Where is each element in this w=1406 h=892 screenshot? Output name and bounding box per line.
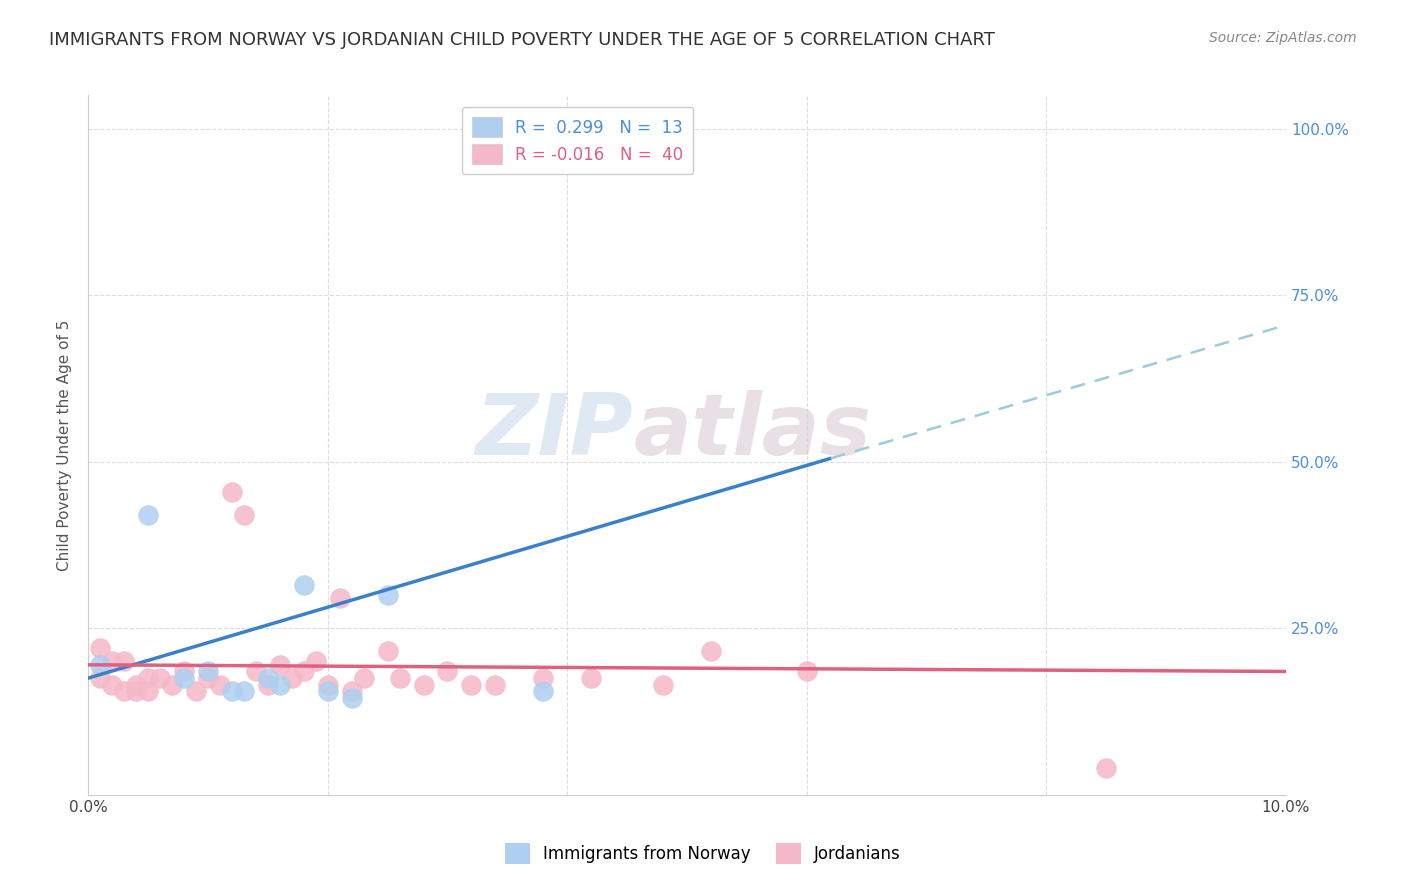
Legend: R =  0.299   N =  13, R = -0.016   N =  40: R = 0.299 N = 13, R = -0.016 N = 40: [461, 107, 693, 175]
Point: [377, 644, 399, 658]
Point: [796, 665, 818, 679]
Point: [245, 665, 267, 679]
Text: atlas: atlas: [633, 390, 872, 473]
Point: [136, 684, 159, 698]
Point: [292, 578, 315, 592]
Point: [652, 678, 675, 692]
Point: [484, 678, 506, 692]
Point: [89, 657, 111, 672]
Point: [89, 671, 111, 685]
Point: [221, 684, 243, 698]
Point: [208, 678, 231, 692]
Point: [353, 671, 375, 685]
Point: [173, 671, 195, 685]
Point: [388, 671, 411, 685]
Legend: Immigrants from Norway, Jordanians: Immigrants from Norway, Jordanians: [498, 837, 908, 871]
Point: [112, 655, 135, 669]
Point: [316, 678, 339, 692]
Point: [184, 684, 207, 698]
Point: [89, 641, 111, 656]
Point: [136, 671, 159, 685]
Point: [197, 665, 219, 679]
Point: [305, 655, 328, 669]
Point: [125, 678, 148, 692]
Point: [1095, 761, 1118, 775]
Point: [256, 671, 278, 685]
Point: [329, 591, 352, 606]
Point: [340, 684, 363, 698]
Point: [581, 671, 603, 685]
Point: [112, 684, 135, 698]
Point: [160, 678, 183, 692]
Point: [531, 671, 554, 685]
Text: IMMIGRANTS FROM NORWAY VS JORDANIAN CHILD POVERTY UNDER THE AGE OF 5 CORRELATION: IMMIGRANTS FROM NORWAY VS JORDANIAN CHIL…: [49, 31, 995, 49]
Point: [173, 665, 195, 679]
Point: [197, 671, 219, 685]
Point: [232, 684, 254, 698]
Point: [377, 588, 399, 602]
Point: [316, 684, 339, 698]
Point: [256, 678, 278, 692]
Point: [436, 665, 458, 679]
Point: [700, 644, 723, 658]
Point: [101, 655, 124, 669]
Text: Source: ZipAtlas.com: Source: ZipAtlas.com: [1209, 31, 1357, 45]
Point: [136, 508, 159, 522]
Point: [412, 678, 434, 692]
Point: [281, 671, 304, 685]
Point: [149, 671, 172, 685]
Text: ZIP: ZIP: [475, 390, 633, 473]
Point: [232, 508, 254, 522]
Y-axis label: Child Poverty Under the Age of 5: Child Poverty Under the Age of 5: [58, 319, 72, 571]
Point: [340, 691, 363, 706]
Point: [269, 678, 291, 692]
Point: [221, 484, 243, 499]
Point: [269, 657, 291, 672]
Point: [531, 684, 554, 698]
Point: [125, 684, 148, 698]
Point: [460, 678, 482, 692]
Point: [292, 665, 315, 679]
Point: [101, 678, 124, 692]
